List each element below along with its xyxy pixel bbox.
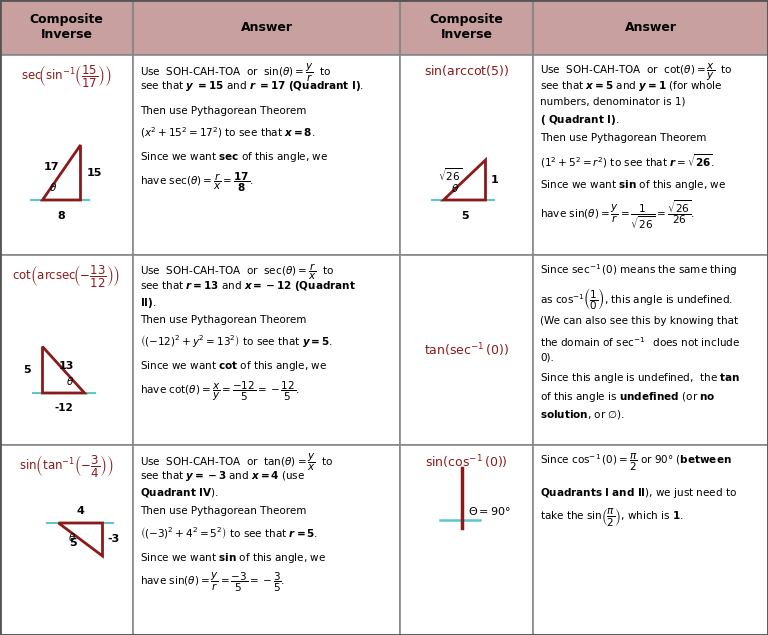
Bar	[0, 0, 133, 55]
Text: Use  SOH-CAH-TOA  or  $\sec(\theta)=\dfrac{r}{x}$  to: Use SOH-CAH-TOA or $\sec(\theta)=\dfrac{…	[140, 262, 334, 282]
Bar	[533, 0, 768, 55]
Text: $\cot\!\left(\mathrm{arcsec}\!\left(-\dfrac{13}{12}\right)\right)$: $\cot\!\left(\mathrm{arcsec}\!\left(-\df…	[12, 263, 121, 289]
Text: -12: -12	[54, 403, 73, 413]
Text: Since $\cos^{-1}(0)=\dfrac{\pi}{2}$ or 90° ($\mathbf{between}$: Since $\cos^{-1}(0)=\dfrac{\pi}{2}$ or 9…	[540, 452, 732, 473]
Text: 5: 5	[461, 211, 468, 221]
Text: Since $\sec^{-1}(0)$ means the same thing: Since $\sec^{-1}(0)$ means the same thin…	[540, 262, 737, 277]
Text: Answer: Answer	[624, 21, 677, 34]
Text: have $\sec(\theta)=\dfrac{r}{x}=\dfrac{\mathbf{17}}{\mathbf{8}}$.: have $\sec(\theta)=\dfrac{r}{x}=\dfrac{\…	[140, 171, 253, 194]
Text: the domain of $\sec^{-1}$  does not include: the domain of $\sec^{-1}$ does not inclu…	[540, 335, 740, 349]
Bar	[400, 255, 533, 445]
Text: -3: -3	[108, 535, 120, 544]
Text: Composite
Inverse: Composite Inverse	[29, 13, 104, 41]
Text: have $\cot(\theta)=\dfrac{x}{y}=\dfrac{-12}{5}=-\dfrac{12}{5}$.: have $\cot(\theta)=\dfrac{x}{y}=\dfrac{-…	[140, 379, 300, 403]
Text: Then use Pythagorean Theorem: Then use Pythagorean Theorem	[540, 133, 707, 144]
Text: 17: 17	[44, 163, 59, 173]
Text: as $\cos^{-1}\!\left(\dfrac{1}{0}\right)$, this angle is undefined.: as $\cos^{-1}\!\left(\dfrac{1}{0}\right)…	[540, 286, 733, 312]
Text: 5: 5	[68, 537, 76, 547]
Text: 8: 8	[58, 211, 65, 221]
Bar	[533, 255, 768, 445]
Text: Then use Pythagorean Theorem: Then use Pythagorean Theorem	[140, 506, 306, 516]
Text: Then use Pythagorean Theorem: Then use Pythagorean Theorem	[140, 315, 306, 324]
Text: $\theta$: $\theta$	[49, 181, 58, 193]
Text: $\sin\!\left(\mathrm{arccot}(5)\right)$: $\sin\!\left(\mathrm{arccot}(5)\right)$	[424, 63, 509, 78]
Bar	[133, 55, 400, 255]
Bar	[0, 255, 133, 445]
Bar	[400, 55, 533, 255]
Text: Since we want $\mathbf{sec}$ of this angle, we: Since we want $\mathbf{sec}$ of this ang…	[140, 150, 328, 164]
Text: see that $\boldsymbol{r=13}$ and $\boldsymbol{x=-12}$ $\mathbf{(Quadrant}$: see that $\boldsymbol{r=13}$ and $\bolds…	[140, 279, 356, 293]
Text: (We can also see this by knowing that: (We can also see this by knowing that	[540, 316, 738, 326]
Text: $\mathbf{II)}$.: $\mathbf{II)}$.	[140, 296, 157, 310]
Text: see that $\boldsymbol{y=-3}$ and $\boldsymbol{x=4}$ (use: see that $\boldsymbol{y=-3}$ and $\bolds…	[140, 469, 305, 483]
Text: 0).: 0).	[540, 352, 554, 362]
Text: $\tan\!\left(\sec^{-1}(0)\right)$: $\tan\!\left(\sec^{-1}(0)\right)$	[424, 341, 509, 359]
Text: $\Theta = 90°$: $\Theta = 90°$	[468, 505, 511, 517]
Bar	[133, 0, 400, 55]
Bar	[533, 55, 768, 255]
Text: Then use Pythagorean Theorem: Then use Pythagorean Theorem	[140, 106, 306, 116]
Text: $\mathrm{sec}\!\left(\sin^{-1}\!\left(\dfrac{15}{17}\right)\right)$: $\mathrm{sec}\!\left(\sin^{-1}\!\left(\d…	[21, 63, 112, 89]
Text: see that $\boldsymbol{y}$ $\mathbf{= 15}$ and $\boldsymbol{r}$ $\mathbf{= 17}$ $: see that $\boldsymbol{y}$ $\mathbf{= 15}…	[140, 79, 364, 93]
Text: 13: 13	[59, 361, 74, 371]
Text: 15: 15	[87, 168, 102, 178]
Text: Composite
Inverse: Composite Inverse	[429, 13, 504, 41]
Text: 4: 4	[77, 506, 84, 516]
Text: Use  SOH-CAH-TOA  or  $\cot(\theta)=\dfrac{x}{y}$  to: Use SOH-CAH-TOA or $\cot(\theta)=\dfrac{…	[540, 62, 733, 83]
Text: Use  SOH-CAH-TOA  or  $\tan(\theta)=\dfrac{y}{x}$  to: Use SOH-CAH-TOA or $\tan(\theta)=\dfrac{…	[140, 452, 334, 473]
Text: $\theta$: $\theta$	[66, 375, 74, 387]
Text: see that $\boldsymbol{x=5}$ and $\boldsymbol{y=1}$ (for whole: see that $\boldsymbol{x=5}$ and $\boldsy…	[540, 79, 723, 93]
Text: $\mathbf{Quadrants\ I\ and\ II}$), we just need to: $\mathbf{Quadrants\ I\ and\ II}$), we ju…	[540, 486, 737, 500]
Text: 1: 1	[491, 175, 498, 185]
Text: $\theta$: $\theta$	[452, 182, 459, 194]
Text: Since we want $\mathbf{sin}$ of this angle, we: Since we want $\mathbf{sin}$ of this ang…	[540, 178, 726, 192]
Text: $\sin\!\left(\tan^{-1}\!\left(-\dfrac{3}{4}\right)\right)$: $\sin\!\left(\tan^{-1}\!\left(-\dfrac{3}…	[19, 453, 114, 479]
Bar	[133, 445, 400, 635]
Bar	[0, 55, 133, 255]
Text: $\left(1^2+5^2=r^2\right)$ to see that $\boldsymbol{r}=\sqrt{\mathbf{26}}$.: $\left(1^2+5^2=r^2\right)$ to see that $…	[540, 152, 715, 170]
Bar	[400, 0, 533, 55]
Text: Answer: Answer	[240, 21, 293, 34]
Text: of this angle is $\mathbf{undefined}$ (or $\mathbf{no}$: of this angle is $\mathbf{undefined}$ (o…	[540, 389, 716, 403]
Text: $\left((-12)^2+y^2=13^2\right)$ to see that $\boldsymbol{y=5}$.: $\left((-12)^2+y^2=13^2\right)$ to see t…	[140, 333, 333, 349]
Text: 5: 5	[23, 364, 31, 375]
Bar	[0, 445, 133, 635]
Text: have $\sin(\theta)=\dfrac{y}{r}=\dfrac{-3}{5}=-\dfrac{3}{5}$.: have $\sin(\theta)=\dfrac{y}{r}=\dfrac{-…	[140, 571, 285, 594]
Text: $\mathbf{Quadrant\ IV}$).: $\mathbf{Quadrant\ IV}$).	[140, 486, 219, 499]
Text: $\left(x^2+15^2=17^2\right)$ to see that $\boldsymbol{x=8}$.: $\left(x^2+15^2=17^2\right)$ to see that…	[140, 125, 316, 140]
Bar	[133, 255, 400, 445]
Text: $\mathbf{(\ Quadrant\ I)}$.: $\mathbf{(\ Quadrant\ I)}$.	[540, 113, 620, 127]
Text: numbers, denominator is 1): numbers, denominator is 1)	[540, 96, 686, 106]
Text: Since this angle is undefined,  the $\mathbf{tan}$: Since this angle is undefined, the $\mat…	[540, 371, 740, 385]
Text: Use  SOH-CAH-TOA  or  $\sin(\theta)=\dfrac{y}{r}$  to: Use SOH-CAH-TOA or $\sin(\theta)=\dfrac{…	[140, 62, 332, 84]
Bar	[533, 445, 768, 635]
Text: take the $\sin\!\left(\dfrac{\pi}{2}\right)$, which is $\mathbf{1}$.: take the $\sin\!\left(\dfrac{\pi}{2}\rig…	[540, 506, 684, 528]
Text: $\sin\!\left(\cos^{-1}(0)\right)$: $\sin\!\left(\cos^{-1}(0)\right)$	[425, 453, 508, 471]
Text: $\sqrt{26}$: $\sqrt{26}$	[439, 166, 462, 184]
Text: $\mathbf{solution}$, or $\varnothing$).: $\mathbf{solution}$, or $\varnothing$).	[540, 408, 625, 421]
Text: $\left((-3)^2+4^2=5^2\right)$ to see that $\boldsymbol{r=5}$.: $\left((-3)^2+4^2=5^2\right)$ to see tha…	[140, 525, 318, 540]
Text: $\theta$: $\theta$	[68, 531, 77, 543]
Bar	[400, 445, 533, 635]
Text: have $\sin(\theta)=\dfrac{y}{r}=\dfrac{1}{\sqrt{26}}=\dfrac{\sqrt{26}}{26}$.: have $\sin(\theta)=\dfrac{y}{r}=\dfrac{1…	[540, 198, 695, 231]
Text: Since we want $\mathbf{cot}$ of this angle, we: Since we want $\mathbf{cot}$ of this ang…	[140, 359, 327, 373]
Text: Since we want $\mathbf{sin}$ of this angle, we: Since we want $\mathbf{sin}$ of this ang…	[140, 551, 326, 565]
